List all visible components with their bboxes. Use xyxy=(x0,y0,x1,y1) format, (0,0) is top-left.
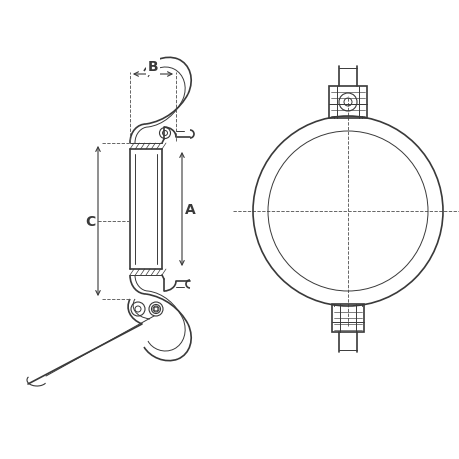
Text: A: A xyxy=(184,202,195,217)
Text: B: B xyxy=(147,60,158,74)
Text: C: C xyxy=(85,214,95,229)
Bar xyxy=(328,87,366,119)
Bar xyxy=(331,304,363,332)
